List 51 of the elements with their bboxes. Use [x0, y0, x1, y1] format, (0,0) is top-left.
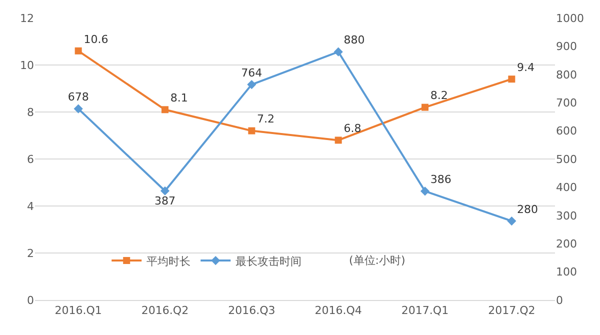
point — [420, 186, 430, 196]
x-tick-label: 2016.Q2 — [141, 304, 189, 318]
point — [507, 216, 516, 226]
x-tick-label: 2017.Q1 — [401, 304, 449, 318]
data-label: 387 — [154, 194, 176, 208]
data-label: 764 — [241, 66, 262, 80]
x-tick-label: 2017.Q2 — [488, 304, 536, 318]
data-label: 280 — [517, 202, 538, 216]
data-label: 7.2 — [257, 112, 275, 126]
y2-tick-label: 200 — [556, 237, 577, 250]
legend-label: 最长攻击时间 — [236, 254, 302, 268]
data-label: 10.6 — [84, 32, 108, 46]
x-tick-label: 2016.Q1 — [54, 304, 102, 318]
y2-tick-label: 1000 — [556, 12, 584, 25]
y2-tick-label: 400 — [556, 181, 577, 194]
y2-tick-label: 700 — [556, 96, 577, 110]
y2-tick-label: 0 — [556, 294, 563, 307]
y-tick-label: 6 — [27, 152, 34, 166]
point — [334, 136, 342, 144]
y2-tick-label: 900 — [556, 40, 577, 54]
data-label: 386 — [430, 173, 452, 186]
point — [334, 47, 343, 56]
data-label: 678 — [68, 90, 89, 104]
y2-tick-label: 800 — [556, 68, 577, 82]
data-label: 9.4 — [517, 60, 535, 74]
point — [422, 104, 428, 111]
point — [508, 76, 516, 83]
y2-tick-label: 500 — [556, 152, 577, 166]
point — [162, 106, 168, 114]
y-tick-label: 0 — [27, 294, 34, 307]
legend-label: 平均时长 — [146, 254, 191, 268]
point — [74, 47, 82, 54]
y2-tick-label: 600 — [556, 124, 577, 138]
annotation: (单位:小时) — [349, 254, 406, 267]
y-tick-label: 10 — [20, 58, 34, 72]
y2-tick-label: 300 — [556, 209, 577, 222]
y2-tick-label: 100 — [556, 266, 577, 279]
point — [160, 186, 170, 196]
y-tick-label: 12 — [20, 12, 34, 25]
point — [74, 104, 83, 114]
data-label: 8.2 — [430, 89, 448, 102]
y-tick-label: 2 — [27, 246, 34, 260]
data-label: 880 — [344, 34, 365, 47]
y-tick-label: 8 — [27, 106, 34, 119]
point — [247, 80, 256, 90]
x-tick-label: 2016.Q4 — [314, 304, 362, 318]
data-label: 6.8 — [344, 122, 362, 136]
data-label: 8.1 — [170, 92, 188, 105]
y-tick-label: 4 — [27, 200, 34, 213]
x-tick-label: 2016.Q3 — [228, 304, 276, 318]
point — [248, 127, 256, 134]
